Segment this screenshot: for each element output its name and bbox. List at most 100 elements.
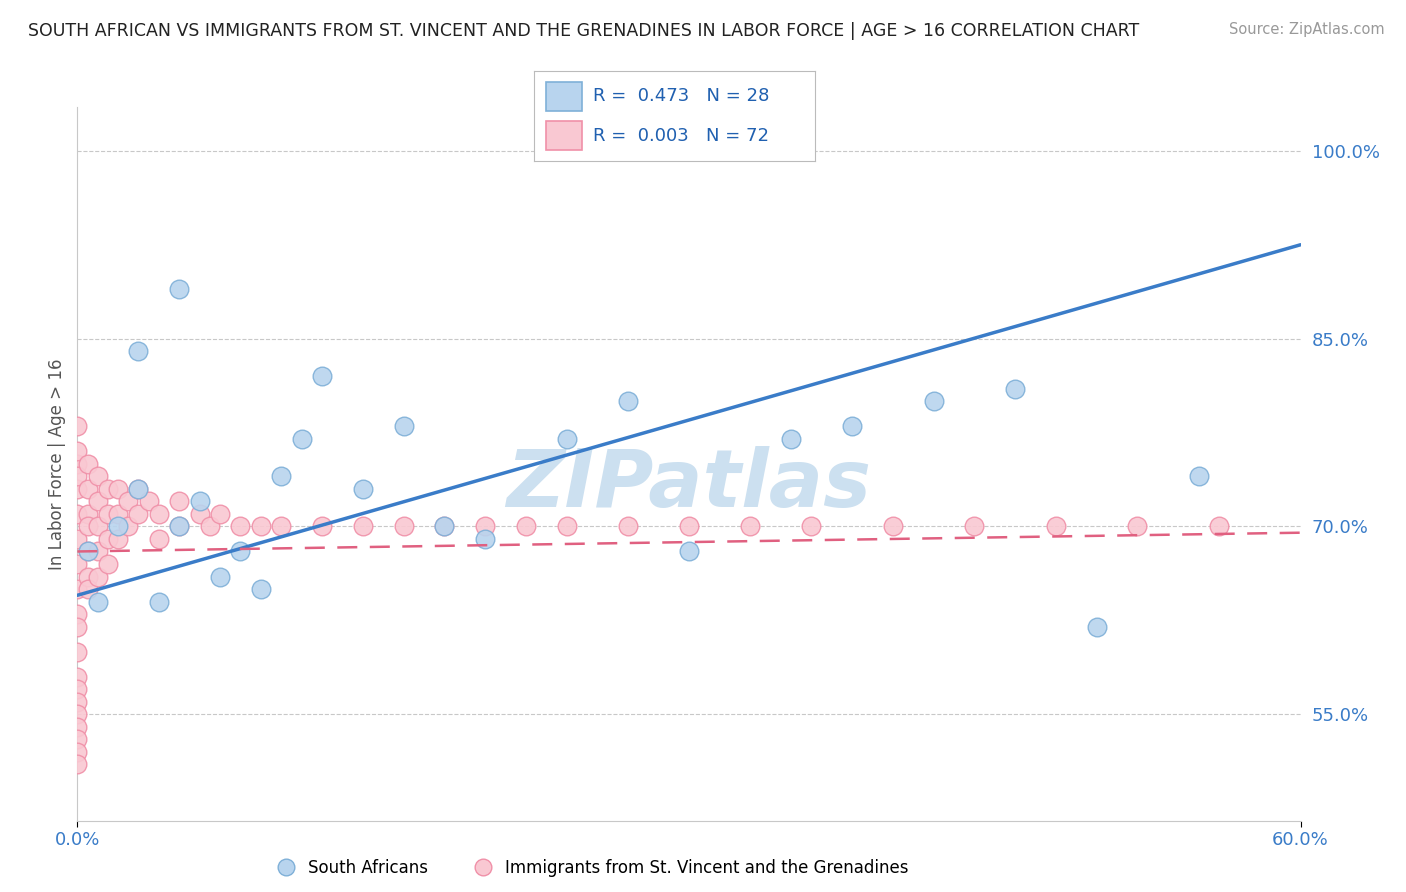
Point xyxy=(66,645,89,659)
Point xyxy=(169,519,191,533)
Point xyxy=(617,394,640,409)
Point xyxy=(117,494,139,508)
Point xyxy=(76,482,98,496)
Point xyxy=(66,607,89,621)
Point xyxy=(76,544,98,558)
Point xyxy=(250,582,273,596)
Point xyxy=(76,507,98,521)
Point xyxy=(76,582,98,596)
Point xyxy=(617,519,640,533)
Point xyxy=(290,432,312,446)
Point xyxy=(779,432,801,446)
Point xyxy=(188,507,211,521)
Point xyxy=(66,482,89,496)
Point xyxy=(963,519,986,533)
Point xyxy=(169,282,191,296)
Point xyxy=(208,569,231,583)
Point xyxy=(1126,519,1149,533)
Point xyxy=(87,544,110,558)
Point xyxy=(76,457,98,471)
Point xyxy=(841,419,863,434)
Point xyxy=(474,519,496,533)
Point xyxy=(66,707,89,722)
Point xyxy=(66,557,89,571)
Text: SOUTH AFRICAN VS IMMIGRANTS FROM ST. VINCENT AND THE GRENADINES IN LABOR FORCE |: SOUTH AFRICAN VS IMMIGRANTS FROM ST. VIN… xyxy=(28,22,1139,40)
Point xyxy=(66,457,89,471)
Text: R =  0.003   N = 72: R = 0.003 N = 72 xyxy=(593,127,769,145)
Point xyxy=(208,507,231,521)
Point xyxy=(107,507,129,521)
Point xyxy=(127,482,149,496)
Point xyxy=(1187,469,1209,483)
Point xyxy=(148,507,170,521)
Point xyxy=(87,519,110,533)
Point xyxy=(127,344,149,359)
Point xyxy=(87,494,110,508)
Point xyxy=(87,569,110,583)
Point xyxy=(515,519,537,533)
Point xyxy=(555,519,578,533)
Point xyxy=(433,519,456,533)
Point xyxy=(107,482,129,496)
Point xyxy=(198,519,221,533)
Point xyxy=(107,532,129,546)
Point xyxy=(148,532,170,546)
Point xyxy=(169,494,191,508)
Point xyxy=(392,519,415,533)
Point xyxy=(800,519,823,533)
FancyBboxPatch shape xyxy=(546,121,582,150)
Point xyxy=(270,519,292,533)
Point xyxy=(678,544,700,558)
Point xyxy=(117,519,139,533)
Text: ZIPatlas: ZIPatlas xyxy=(506,446,872,524)
Point xyxy=(148,594,170,608)
Point xyxy=(229,544,252,558)
Point xyxy=(138,494,160,508)
Point xyxy=(66,444,89,458)
Point xyxy=(127,482,149,496)
Point xyxy=(66,695,89,709)
Point xyxy=(250,519,273,533)
Point xyxy=(66,532,89,546)
Point xyxy=(678,519,700,533)
Point xyxy=(922,394,945,409)
Y-axis label: In Labor Force | Age > 16: In Labor Force | Age > 16 xyxy=(48,358,66,570)
Point xyxy=(229,519,252,533)
Point xyxy=(76,544,98,558)
Point xyxy=(1208,519,1230,533)
Point xyxy=(66,745,89,759)
Point xyxy=(555,432,578,446)
Point xyxy=(97,507,120,521)
Text: Source: ZipAtlas.com: Source: ZipAtlas.com xyxy=(1229,22,1385,37)
Point xyxy=(392,419,415,434)
Point xyxy=(311,369,333,384)
Point xyxy=(169,519,191,533)
Point xyxy=(1085,619,1108,633)
Text: R =  0.473   N = 28: R = 0.473 N = 28 xyxy=(593,87,769,105)
Point xyxy=(66,757,89,772)
Point xyxy=(97,532,120,546)
Point xyxy=(76,519,98,533)
Legend: South Africans, Immigrants from St. Vincent and the Grenadines: South Africans, Immigrants from St. Vinc… xyxy=(267,853,915,884)
Point xyxy=(188,494,211,508)
Point xyxy=(97,557,120,571)
Point xyxy=(127,507,149,521)
Point xyxy=(66,507,89,521)
Point xyxy=(474,532,496,546)
Point xyxy=(66,419,89,434)
Point xyxy=(87,469,110,483)
Point xyxy=(76,569,98,583)
Point xyxy=(66,720,89,734)
Point xyxy=(66,469,89,483)
Point xyxy=(433,519,456,533)
Point xyxy=(87,594,110,608)
FancyBboxPatch shape xyxy=(546,82,582,111)
Point xyxy=(1045,519,1067,533)
Point xyxy=(107,519,129,533)
Point xyxy=(66,670,89,684)
Point xyxy=(1004,382,1026,396)
Point xyxy=(66,732,89,747)
Point xyxy=(311,519,333,533)
Point xyxy=(740,519,762,533)
Point xyxy=(352,519,374,533)
